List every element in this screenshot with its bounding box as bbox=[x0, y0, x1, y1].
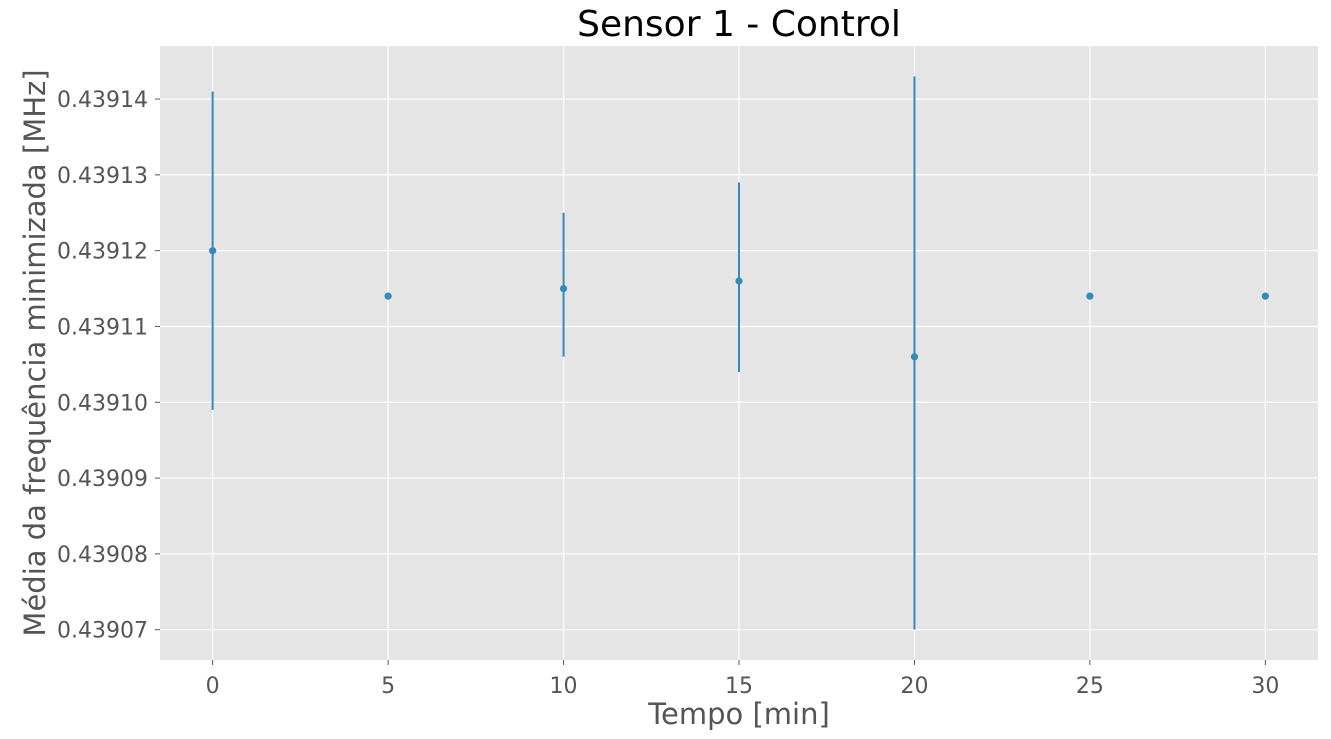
y-tick-label: 0.43914 bbox=[57, 88, 148, 113]
grid-lines bbox=[160, 46, 1318, 660]
y-tick-label: 0.43911 bbox=[57, 315, 148, 340]
y-tick-label: 0.43912 bbox=[57, 240, 148, 265]
x-tick-label: 15 bbox=[725, 674, 753, 699]
data-point bbox=[384, 292, 392, 300]
data-point bbox=[209, 247, 217, 255]
data-point bbox=[1086, 292, 1094, 300]
error-bars bbox=[211, 76, 916, 630]
y-tick-label: 0.43908 bbox=[57, 543, 148, 568]
y-tick-label: 0.43913 bbox=[57, 164, 148, 189]
x-tick-label: 30 bbox=[1251, 674, 1279, 699]
x-tick-label: 0 bbox=[206, 674, 220, 699]
x-tick-label: 10 bbox=[550, 674, 578, 699]
data-point bbox=[559, 284, 568, 293]
x-tick-label: 25 bbox=[1076, 674, 1104, 699]
axis-ticks: 0 5 10 15 20 25 30 0.43907 0.43908 0.43909 0.43910… bbox=[57, 88, 1279, 699]
data-point bbox=[1261, 292, 1269, 300]
data-point bbox=[910, 353, 919, 361]
data-points bbox=[209, 247, 1269, 361]
x-axis-label: Tempo [min] bbox=[647, 697, 830, 731]
data-point bbox=[735, 277, 743, 285]
y-tick-label: 0.43909 bbox=[57, 467, 148, 492]
y-tick-label: 0.43907 bbox=[57, 619, 148, 644]
chart-title: Sensor 1 - Control bbox=[577, 4, 901, 45]
x-tick-label: 20 bbox=[900, 674, 928, 699]
y-axis-label: Média da frequência minimizada [MHz] bbox=[18, 69, 52, 636]
x-tick-label: 5 bbox=[381, 674, 395, 699]
y-tick-label: 0.43910 bbox=[57, 391, 148, 416]
